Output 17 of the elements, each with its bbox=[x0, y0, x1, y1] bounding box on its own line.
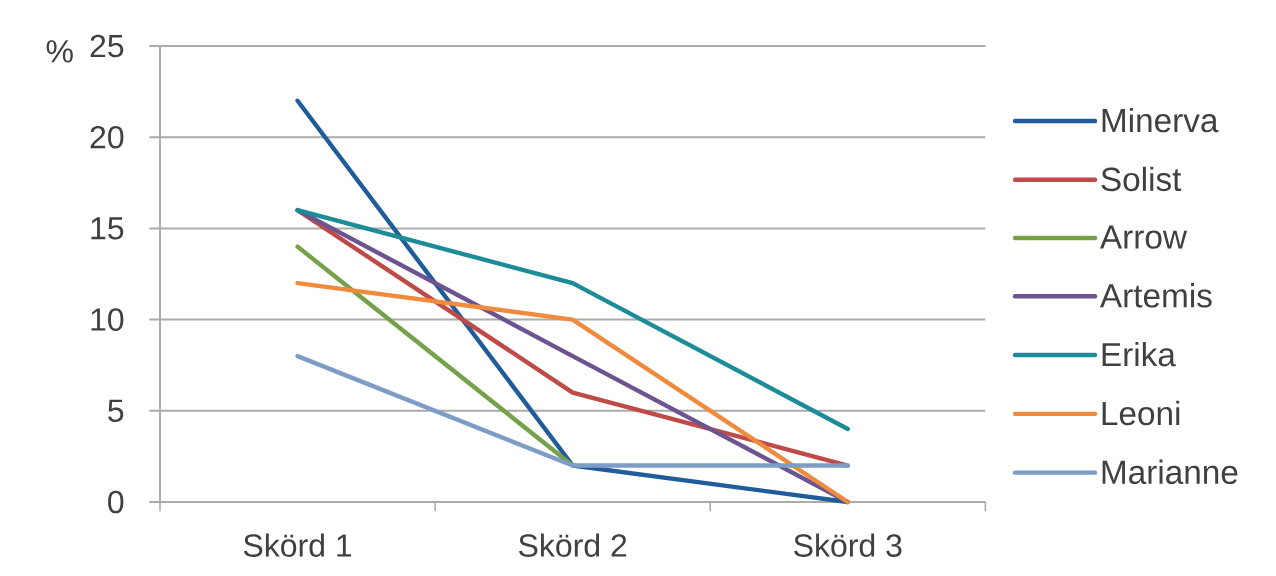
y-axis-title: % bbox=[46, 40, 73, 63]
y-tick-label: 10 bbox=[91, 308, 124, 331]
legend-label: Erika bbox=[1102, 341, 1176, 367]
x-tick-label: Skörd 3 bbox=[794, 533, 902, 557]
y-tick-label: 0 bbox=[108, 490, 124, 514]
legend-label: Arrow bbox=[1099, 225, 1188, 249]
x-tick-label: Skörd 2 bbox=[518, 533, 627, 557]
y-tick-label: 5 bbox=[108, 399, 124, 422]
legend-label: Marianne bbox=[1102, 459, 1238, 485]
y-tick-label: 25 bbox=[90, 34, 124, 58]
x-tick-label: Skörd 1 bbox=[243, 533, 352, 557]
y-tick-label: 20 bbox=[90, 125, 124, 149]
legend-label: Solist bbox=[1101, 166, 1182, 192]
y-tick-label: 15 bbox=[91, 217, 124, 240]
legend-label: Leoni bbox=[1102, 400, 1180, 426]
legend-label: Minerva bbox=[1102, 107, 1219, 133]
legend-label: Artemis bbox=[1099, 283, 1212, 308]
